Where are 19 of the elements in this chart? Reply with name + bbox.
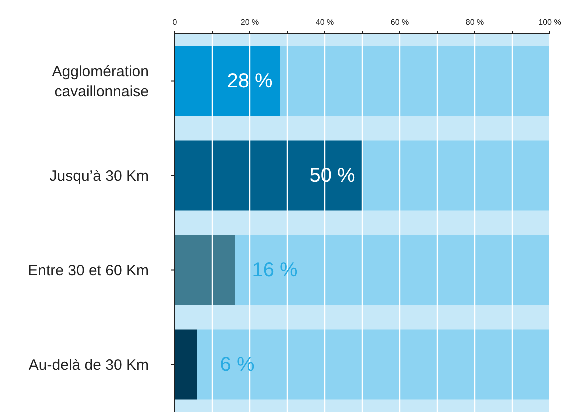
x-tick-label: 60 % [390, 18, 410, 27]
y-tick-label: Au-delà de 30 Km [28, 356, 149, 374]
bar [362, 140, 550, 211]
bar [175, 46, 280, 116]
x-tick-label: 20 % [240, 18, 260, 27]
bar [175, 330, 198, 400]
bar [198, 330, 550, 400]
bar [235, 235, 550, 306]
bar [175, 235, 235, 306]
x-tick-label: 0 [172, 18, 178, 27]
y-tick-label: Jusqu’à 30 Km [50, 167, 149, 184]
x-tick-label: 40 % [316, 18, 334, 27]
x-tick-label: 100 % [538, 18, 562, 27]
y-tick-label: Agglomération cavaillonnaise [52, 62, 149, 100]
bar [280, 46, 550, 116]
x-tick-label: 80 % [466, 18, 484, 27]
y-tick-label: Entre 30 et 60 Km [28, 262, 149, 279]
bar [175, 140, 362, 211]
data-label: 28 % [227, 70, 274, 92]
